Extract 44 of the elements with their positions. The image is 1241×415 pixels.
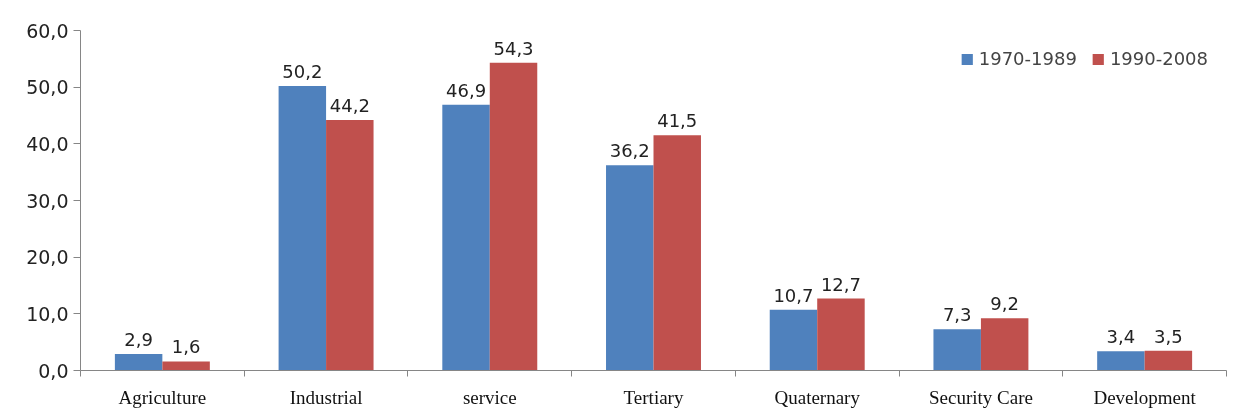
data-label: 44,2 [329,95,370,117]
y-tick-label: 30,0 [26,189,69,212]
data-label: 1,6 [171,336,201,358]
y-tick-label: 50,0 [26,76,69,99]
data-label: 12,7 [820,273,861,295]
data-label: 2,9 [124,329,153,351]
data-label: 10,7 [773,284,814,306]
legend-label: 1990-2008 [1109,48,1208,69]
data-label: 3,4 [1106,326,1136,348]
bar [442,104,490,371]
bar [933,329,981,371]
bar [606,165,654,371]
y-tick-label: 10,0 [26,302,69,325]
x-tick-label: Industrial [289,386,363,408]
data-label: 54,3 [493,37,534,59]
x-tick-label: Tertiary [623,386,684,408]
x-tick-label: service [462,386,517,408]
data-label: 3,5 [1154,325,1183,347]
bar [1144,350,1193,371]
y-tick-label: 60,0 [26,19,69,42]
y-tick-label: 20,0 [26,246,69,269]
bar [114,354,163,371]
bar [980,318,1029,371]
data-label: 36,2 [609,140,650,162]
data-label: 7,3 [942,304,972,326]
data-label: 41,5 [657,110,698,132]
legend-label: 1970-1989 [978,48,1077,69]
bar [817,298,865,371]
data-label: 46,9 [446,79,487,101]
y-tick-label: 40,0 [26,132,69,155]
bar [653,135,701,371]
bar [162,361,210,371]
data-label: 50,2 [282,61,323,83]
x-tick-label: Agriculture [118,386,207,408]
bar [769,309,818,371]
y-tick-label: 0,0 [38,359,69,382]
x-tick-label: Security Care [928,386,1033,408]
bar [1097,351,1145,371]
bar [489,62,538,371]
x-tick-label: Development [1093,386,1197,408]
bar [278,86,327,371]
bar [326,120,374,371]
data-label: 9,2 [990,293,1019,315]
x-tick-label: Quaternary [774,386,861,408]
